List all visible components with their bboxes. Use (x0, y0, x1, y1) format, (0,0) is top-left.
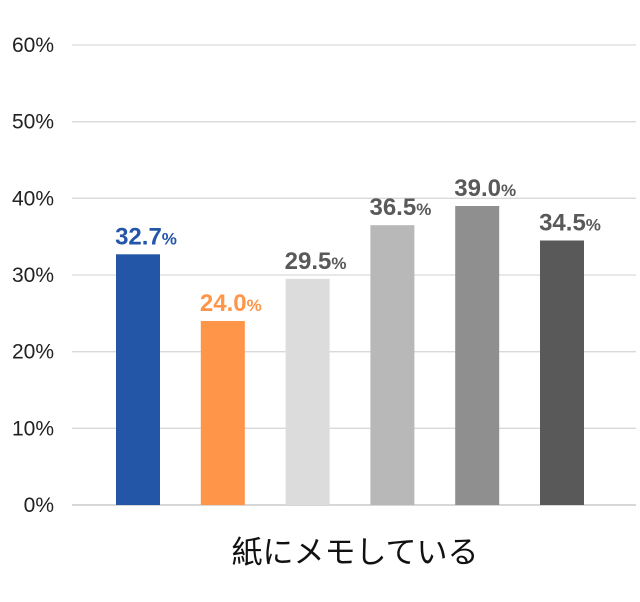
y-axis-ticks: 0% 10% 20% 30% 40% 50% 60% (12, 34, 54, 517)
y-tick-label: 40% (12, 187, 54, 210)
bar-value-number: 39.0 (454, 175, 501, 202)
bar (285, 278, 330, 505)
gridlines (72, 44, 636, 506)
bar-value-label: 36.5% (369, 194, 431, 221)
bar-value-unit: % (586, 216, 601, 235)
bar-value-label: 32.7% (115, 223, 177, 250)
bar-value-number: 36.5 (369, 194, 416, 221)
bar-value-label: 24.0% (200, 290, 262, 317)
bar (370, 225, 415, 505)
data-labels: 32.7%24.0%29.5%36.5%39.0%34.5% (115, 175, 601, 317)
bar-value-unit: % (331, 254, 346, 273)
bar-value-unit: % (162, 229, 177, 248)
y-tick-label: 0% (24, 494, 54, 517)
bar-value-number: 32.7 (115, 223, 162, 250)
bar-value-label: 39.0% (454, 175, 516, 202)
bar-value-number: 34.5 (539, 210, 586, 237)
bar (200, 321, 245, 505)
x-axis-category-label: 紙にメモしている (231, 535, 478, 571)
bar-value-unit: % (416, 200, 431, 219)
bar-value-unit: % (501, 181, 516, 200)
bar-value-number: 24.0 (200, 290, 247, 317)
bar (455, 206, 500, 505)
y-tick-label: 60% (12, 34, 54, 57)
y-tick-label: 50% (12, 111, 54, 134)
bar-value-label: 34.5% (539, 210, 601, 237)
y-tick-label: 10% (12, 417, 54, 440)
bar-value-label: 29.5% (285, 248, 347, 275)
bars (116, 206, 584, 505)
y-tick-label: 30% (12, 264, 54, 287)
bar (116, 254, 160, 505)
bar-value-number: 29.5 (285, 248, 332, 275)
y-tick-label: 20% (12, 341, 54, 364)
bar (540, 240, 584, 505)
bar-value-unit: % (247, 296, 262, 315)
